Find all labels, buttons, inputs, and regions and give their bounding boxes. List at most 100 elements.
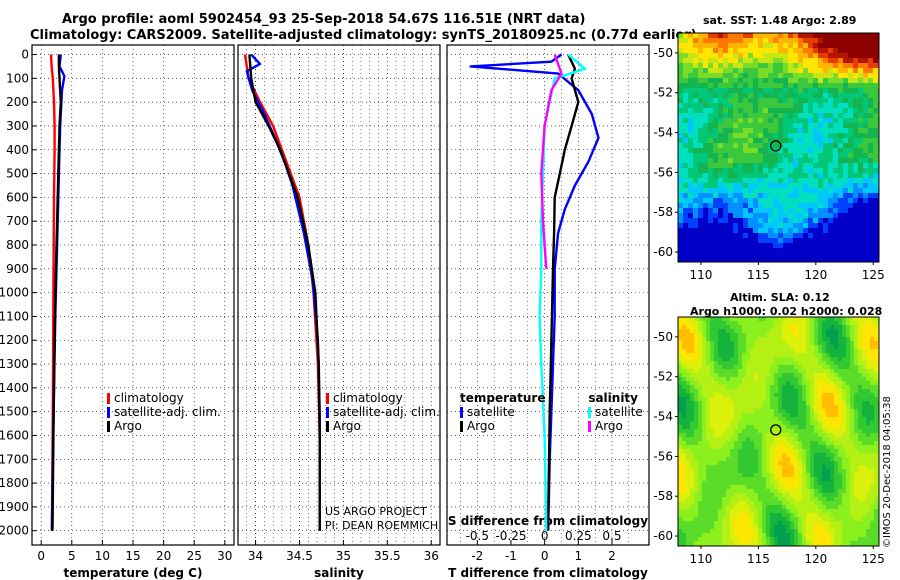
- map-cell: [810, 337, 815, 342]
- map-cell: [774, 385, 779, 390]
- map-cell: [718, 365, 723, 370]
- map-cell: [758, 38, 764, 44]
- map-cell: [708, 173, 714, 179]
- map-cell: [710, 329, 715, 334]
- map-cell: [753, 118, 759, 124]
- map-cell: [870, 333, 875, 338]
- map-cell: [866, 357, 871, 362]
- map-cell: [868, 148, 874, 154]
- map-cell: [688, 118, 694, 124]
- map-cell: [846, 317, 851, 322]
- map-cell: [850, 341, 855, 346]
- map-cell: [873, 43, 879, 49]
- map-cell: [694, 429, 699, 434]
- map-cell: [723, 93, 729, 99]
- map-cell: [803, 93, 809, 99]
- map-cell: [834, 421, 839, 426]
- map-cell: [858, 481, 863, 486]
- map-cell: [773, 168, 779, 174]
- map-cell: [706, 521, 711, 526]
- map-cell: [843, 223, 849, 229]
- map-cell: [854, 397, 859, 402]
- map-cell: [746, 393, 751, 398]
- map-cell: [853, 128, 859, 134]
- map-cell: [768, 63, 774, 69]
- map-cell: [758, 325, 763, 330]
- map-cell: [710, 413, 715, 418]
- map-cell: [763, 163, 769, 169]
- map-cell: [846, 409, 851, 414]
- map-cell: [728, 103, 734, 109]
- map-cell: [810, 537, 815, 542]
- map-cell: [802, 409, 807, 414]
- map-cell: [838, 213, 844, 219]
- map-cell: [794, 369, 799, 374]
- map-cell: [842, 413, 847, 418]
- map-cell: [774, 353, 779, 358]
- map-cell: [788, 133, 794, 139]
- map-cell: [830, 389, 835, 394]
- map-cell: [750, 521, 755, 526]
- map-cell: [718, 393, 723, 398]
- map-cell: [782, 405, 787, 410]
- map-cell: [738, 389, 743, 394]
- map-cell: [690, 385, 695, 390]
- map-cell: [874, 425, 879, 430]
- map-cell: [873, 233, 879, 239]
- map-cell: [682, 373, 687, 378]
- map-cell: [858, 158, 864, 164]
- map-cell: [718, 409, 723, 414]
- map-cell: [718, 243, 724, 249]
- map-cell: [862, 409, 867, 414]
- map-cell: [843, 43, 849, 49]
- map-cell: [730, 341, 735, 346]
- map-cell: [868, 163, 874, 169]
- map-cell: [778, 433, 783, 438]
- map-cell: [770, 429, 775, 434]
- map-cell: [762, 449, 767, 454]
- map-cell: [788, 173, 794, 179]
- map-cell: [694, 317, 699, 322]
- map-cell: [723, 138, 729, 144]
- map-cell: [822, 437, 827, 442]
- map-cell: [746, 533, 751, 538]
- map-cell: [842, 389, 847, 394]
- map-cell: [690, 361, 695, 366]
- map-cell: [810, 357, 815, 362]
- map-cell: [728, 223, 734, 229]
- map-cell: [763, 168, 769, 174]
- map-cell: [678, 337, 683, 342]
- map-cell: [738, 178, 744, 184]
- map-cell: [742, 453, 747, 458]
- map-cell: [742, 417, 747, 422]
- map-cell: [783, 158, 789, 164]
- map-cell: [850, 529, 855, 534]
- map-cell: [678, 393, 683, 398]
- map-cell: [874, 505, 879, 510]
- map-cell: [722, 341, 727, 346]
- map-cell: [863, 103, 869, 109]
- map-cell: [766, 385, 771, 390]
- map-cell: [778, 489, 783, 494]
- map-cell: [768, 178, 774, 184]
- map-cell: [858, 43, 864, 49]
- map-cell: [803, 223, 809, 229]
- map-cell: [710, 501, 715, 506]
- map-cell: [702, 461, 707, 466]
- map-cell: [874, 485, 879, 490]
- map-cell: [730, 457, 735, 462]
- map-cell: [770, 357, 775, 362]
- map-cell: [806, 385, 811, 390]
- map-cell: [798, 513, 803, 518]
- map-cell: [728, 123, 734, 129]
- map-cell: [683, 188, 689, 194]
- map-cell: [713, 193, 719, 199]
- map-cell: [678, 461, 683, 466]
- map-cell: [798, 103, 804, 109]
- map-cell: [793, 138, 799, 144]
- map-cell: [748, 183, 754, 189]
- map-cell: [690, 505, 695, 510]
- map-cell: [788, 223, 794, 229]
- map-cell: [838, 449, 843, 454]
- map-cell: [786, 325, 791, 330]
